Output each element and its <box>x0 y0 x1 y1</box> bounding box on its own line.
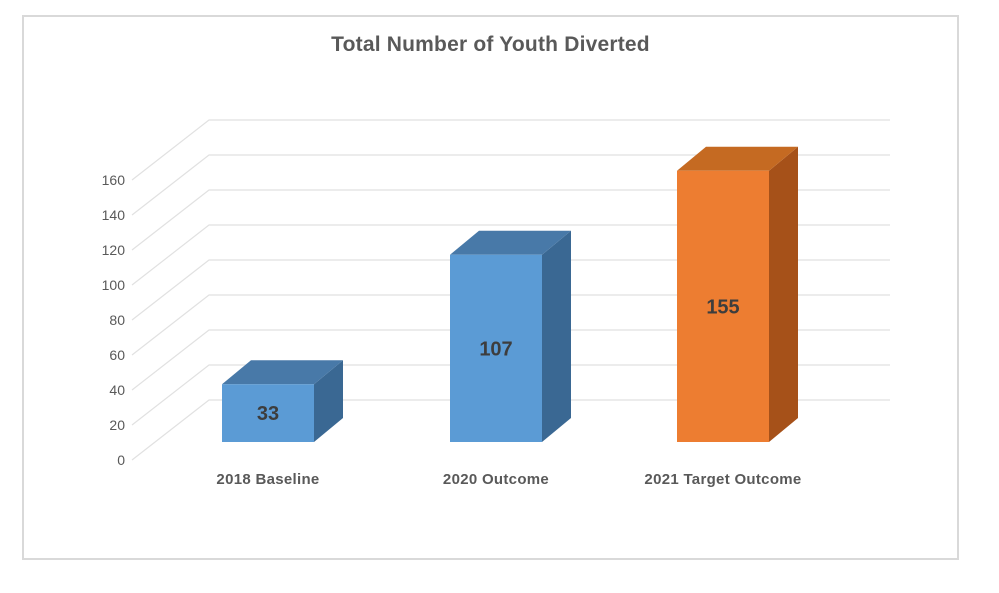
gridline <box>131 294 890 356</box>
x-category-label: 2018 Baseline <box>216 471 319 488</box>
bar-side-face <box>314 360 343 442</box>
y-tick-label: 160 <box>102 172 126 188</box>
y-tick-label: 100 <box>102 277 126 293</box>
bar-front-face <box>677 170 769 442</box>
bar-top-face <box>677 146 798 171</box>
bar-front-face <box>450 254 542 442</box>
chart-frame: Total Number of Youth Diverted 0 20 40 60 80… <box>22 15 959 560</box>
y-tick-label: 80 <box>109 312 125 328</box>
y-tick-label: 140 <box>102 207 126 223</box>
bar-data-label: 33 <box>257 403 279 425</box>
gridline <box>131 224 890 286</box>
gridline <box>131 364 890 426</box>
y-tick-label: 60 <box>109 347 125 363</box>
gridline <box>131 119 890 181</box>
bar-top-face <box>450 230 571 255</box>
y-tick-label: 120 <box>102 242 126 258</box>
x-category-label: 2020 Outcome <box>443 471 549 488</box>
bar-data-label: 107 <box>479 338 512 360</box>
gridline <box>131 189 890 251</box>
bar-front-face <box>222 384 314 442</box>
y-tick-label: 20 <box>109 417 125 433</box>
y-tick-label: 40 <box>109 382 125 398</box>
chart-title: Total Number of Youth Diverted <box>331 33 650 56</box>
bar-side-face <box>542 230 571 442</box>
gridline <box>131 399 890 461</box>
y-tick-label: 0 <box>117 452 125 468</box>
gridline <box>131 329 890 391</box>
bar-top-face <box>222 360 343 385</box>
x-category-label: 2021 Target Outcome <box>644 471 801 488</box>
plot-area: 0 20 40 60 80 100 120 140 160 33 2018 Baseline 107 2… <box>102 119 890 488</box>
bar-side-face <box>769 146 798 442</box>
gridline <box>131 259 890 321</box>
bar-data-label: 155 <box>706 296 739 318</box>
gridline <box>131 154 890 216</box>
